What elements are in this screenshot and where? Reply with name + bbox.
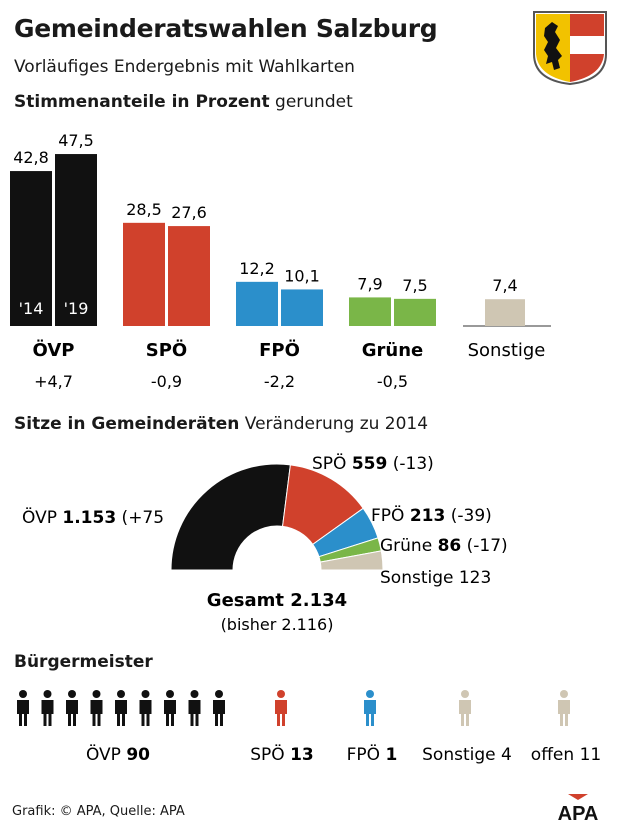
apa-logo-text: APA [558, 803, 599, 822]
person-body [90, 700, 103, 726]
bar-value-label: 27,6 [171, 203, 207, 222]
person-icon [66, 690, 78, 726]
bar-value-label: 42,8 [13, 148, 49, 167]
person-head [19, 690, 27, 698]
bar-OVP-2019 [55, 154, 97, 326]
person-icon [558, 690, 570, 726]
bar-FPO-2014 [236, 281, 278, 326]
bar-value-label: 28,5 [126, 200, 162, 219]
votes-section-heading: Stimmenanteile in Prozent gerundet [14, 92, 353, 112]
seats-section-heading: Sitze in Gemeinderäten Veränderung zu 20… [14, 414, 428, 434]
category-label: SPÖ [146, 339, 187, 361]
person-head [117, 690, 125, 698]
change-label: -2,2 [264, 372, 295, 391]
person-head [141, 690, 150, 698]
mayor-label-4: offen 11 [531, 745, 601, 765]
person-head [43, 690, 52, 698]
seat-segment-OVP [170, 463, 291, 571]
bar-SPO-2019 [168, 226, 210, 326]
person-icon [115, 690, 127, 726]
person-head [166, 690, 174, 698]
mayor-label-0: ÖVP 90 [86, 743, 150, 765]
mayor-label-3: Sonstige 4 [422, 745, 512, 765]
seat-distribution-chart: ÖVP 1.153 (+75 SPÖ 559 (-13) FPÖ 213 (-39)… [22, 452, 508, 634]
category-label: Sonstige [468, 340, 546, 361]
person-body [459, 700, 471, 726]
person-icon [17, 690, 29, 726]
person-head [560, 690, 568, 698]
person-body [41, 700, 54, 726]
change-label: -0,9 [151, 372, 182, 391]
bar-value-label: 7,5 [402, 276, 427, 295]
category-label: FPÖ [259, 339, 300, 361]
person-body [275, 700, 287, 726]
person-icon [164, 690, 176, 726]
seat-label-OVP: ÖVP 1.153 (+75 [22, 506, 164, 528]
bar-Grune-2019 [394, 298, 436, 326]
person-body [164, 700, 176, 726]
person-body [139, 700, 152, 726]
source-credit: Grafik: © APA, Quelle: APA [12, 804, 185, 819]
seat-label-Grune: Grüne 86 (-17) [380, 536, 508, 556]
person-icon [188, 690, 201, 726]
person-body [558, 700, 570, 726]
person-body [66, 700, 78, 726]
seat-label-SPO: SPÖ 559 (-13) [312, 452, 434, 474]
seat-previous-label: (bisher 2.116) [221, 615, 334, 634]
person-icon [139, 690, 152, 726]
series-label-2019: '19 [64, 299, 89, 318]
salzburg-crest-icon [532, 10, 608, 90]
seat-segment-Sonstige [319, 550, 384, 571]
person-icon [90, 690, 103, 726]
mayor-label-2: FPÖ 1 [347, 743, 398, 765]
person-head [366, 690, 374, 698]
category-label: ÖVP [33, 339, 75, 361]
series-label-2014: '14 [19, 299, 44, 318]
seat-label-FPO: FPÖ 213 (-39) [371, 504, 492, 526]
bar-value-label: 12,2 [239, 259, 275, 278]
person-icon [459, 690, 471, 726]
bar-FPO-2019 [281, 289, 323, 326]
bar-value-label: 10,1 [284, 266, 320, 285]
seat-total-label: Gesamt 2.134 [207, 590, 347, 611]
person-body [17, 700, 29, 726]
bar-OVP-2014 [10, 171, 52, 326]
person-body [115, 700, 127, 726]
person-icon [41, 690, 54, 726]
mayor-chart: ÖVP 90 SPÖ 13 FPÖ 1 Sonstige 4 offen 11 [17, 690, 601, 765]
vote-share-chart: 42,8 47,5 '14 '19 ÖVP +4,7 28,5 27,6 SPÖ -0,9 12,2… [10, 131, 551, 391]
category-label: Grüne [362, 340, 424, 361]
bar-SPO-2014 [123, 222, 165, 326]
person-head [461, 690, 469, 698]
votes-heading-note: gerundet [269, 92, 353, 112]
seat-label-Sonstige: Sonstige 123 [380, 568, 491, 588]
person-head [190, 690, 199, 698]
bar-value-label: 7,9 [357, 274, 382, 293]
person-body [188, 700, 201, 726]
change-label: +4,7 [34, 372, 73, 391]
person-head [92, 690, 101, 698]
mayor-label-1: SPÖ 13 [250, 743, 314, 765]
bar-value-label: 47,5 [58, 131, 94, 150]
page-title: Gemeinderatswahlen Salzburg [14, 14, 438, 43]
page-subtitle: Vorläufiges Endergebnis mit Wahlkarten [14, 57, 355, 77]
person-head [277, 690, 285, 698]
bar-Sonstige-2019 [485, 299, 525, 326]
person-body [213, 700, 225, 726]
person-head [215, 690, 223, 698]
seats-heading-note: Veränderung zu 2014 [239, 414, 429, 434]
person-body [364, 700, 376, 726]
votes-heading-bold: Stimmenanteile in Prozent [14, 92, 270, 112]
apa-logo: APA [546, 794, 610, 822]
person-icon [364, 690, 376, 726]
bar-Grune-2014 [349, 297, 391, 326]
seats-heading-bold: Sitze in Gemeinderäten [14, 414, 240, 434]
bar-value-label: 7,4 [492, 276, 517, 295]
mayors-section-heading: Bürgermeister [14, 652, 153, 672]
person-icon [213, 690, 225, 726]
person-head [68, 690, 76, 698]
person-icon [275, 690, 287, 726]
change-label: -0,5 [377, 372, 408, 391]
